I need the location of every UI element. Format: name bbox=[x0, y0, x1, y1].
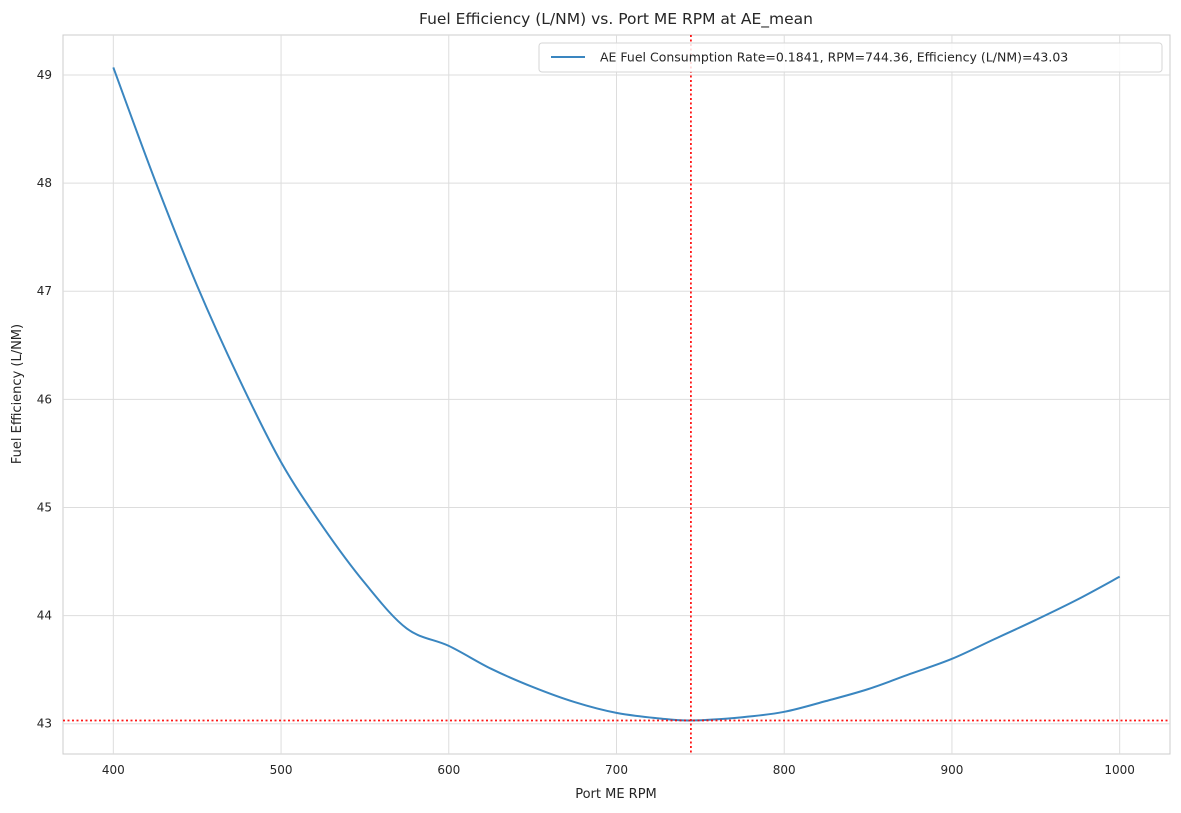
efficiency-curve bbox=[112, 67, 1121, 722]
x-axis-ticks: 400 500 600 700 800 900 1000 bbox=[102, 763, 1135, 777]
y-tick-label: 44 bbox=[37, 609, 52, 623]
y-tick-label: 47 bbox=[37, 284, 52, 298]
x-tick-label: 800 bbox=[773, 763, 796, 777]
grid-lines bbox=[63, 35, 1170, 754]
x-tick-label: 500 bbox=[270, 763, 293, 777]
y-axis-ticks: 43 44 45 46 47 48 49 bbox=[37, 68, 52, 731]
x-tick-label: 700 bbox=[605, 763, 628, 777]
y-tick-label: 48 bbox=[37, 176, 52, 190]
x-tick-label: 600 bbox=[437, 763, 460, 777]
x-tick-label: 400 bbox=[102, 763, 125, 777]
y-tick-label: 46 bbox=[37, 392, 52, 406]
reference-lines bbox=[63, 35, 1170, 754]
legend-label: AE Fuel Consumption Rate=0.1841, RPM=744… bbox=[600, 50, 1068, 65]
chart-title: Fuel Efficiency (L/NM) vs. Port ME RPM a… bbox=[419, 10, 813, 29]
series-layer bbox=[112, 67, 1121, 722]
x-axis-label: Port ME RPM bbox=[575, 787, 657, 802]
y-tick-label: 45 bbox=[37, 500, 52, 514]
y-tick-label: 49 bbox=[37, 68, 52, 82]
legend-box bbox=[538, 42, 1163, 73]
x-tick-label: 900 bbox=[941, 763, 964, 777]
x-tick-label: 1000 bbox=[1104, 763, 1135, 777]
legend: AE Fuel Consumption Rate=0.1841, RPM=744… bbox=[538, 42, 1163, 73]
y-tick-label: 43 bbox=[37, 717, 52, 731]
y-axis-label: Fuel Efficiency (L/NM) bbox=[10, 324, 25, 464]
